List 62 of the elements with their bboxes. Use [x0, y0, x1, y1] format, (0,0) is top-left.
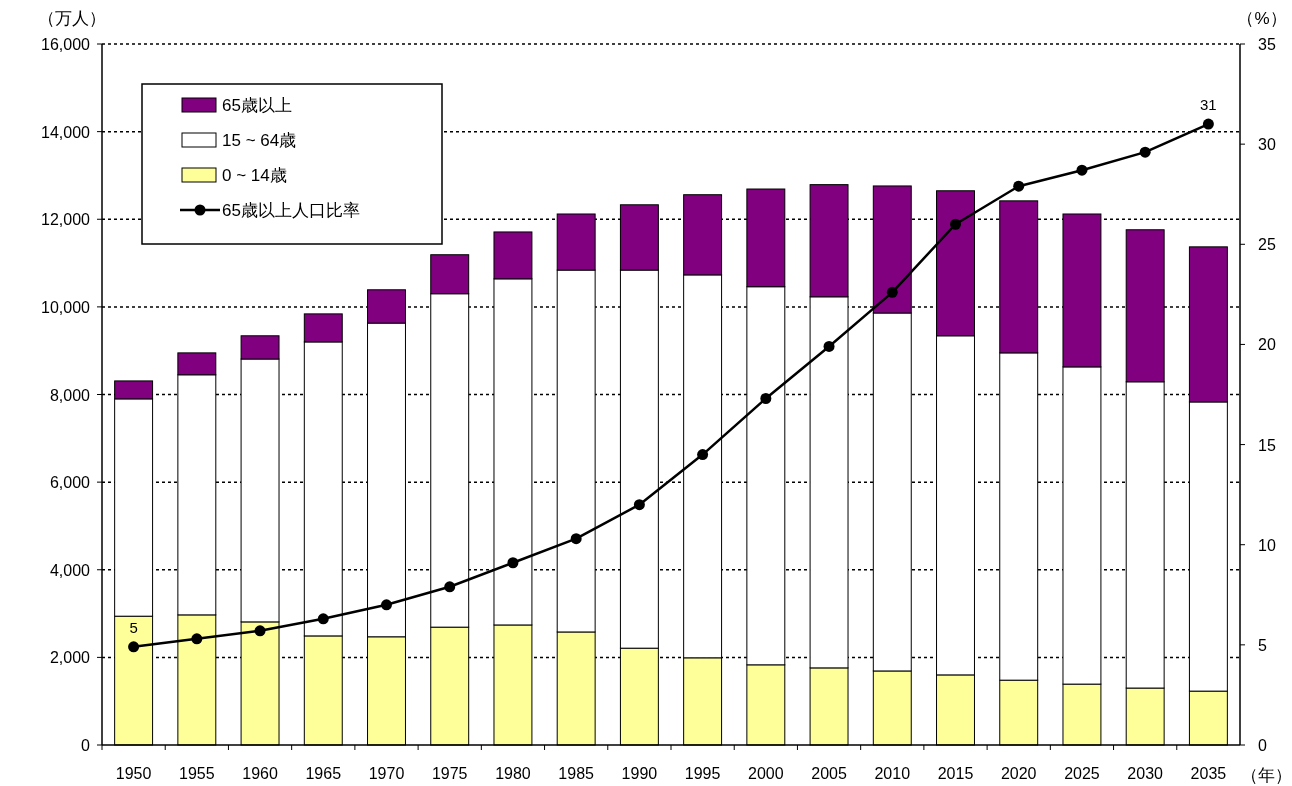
x-tick-label: 2005: [811, 765, 847, 782]
point: [1076, 164, 1088, 176]
y-tick-label: 2,000: [49, 649, 91, 667]
y2-tick-label: 5: [1258, 636, 1267, 654]
y2-tick-label: 30: [1258, 136, 1276, 154]
point: [444, 581, 456, 593]
y-tick-label: 4,000: [49, 561, 91, 579]
y-tick-label: 8,000: [49, 386, 91, 404]
x-tick-label: 2020: [1000, 765, 1037, 782]
x-tick-label: 1970: [368, 765, 405, 782]
y-axis-title: （万人）: [38, 9, 106, 28]
x-tick-label: 1965: [305, 765, 342, 782]
y-tick-label: 0: [81, 737, 91, 754]
point: [1013, 180, 1025, 192]
point: [697, 449, 709, 461]
y2-tick-label: 35: [1258, 36, 1276, 53]
x-tick-label: 2025: [1064, 765, 1100, 782]
x-tick-label: 2000: [748, 765, 784, 782]
legend-label: 0 ~ 14歳: [222, 166, 287, 185]
legend-label: 65歳以上: [222, 96, 292, 115]
y-tick-label: 14,000: [41, 123, 91, 141]
y-tick-label: 16,000: [41, 36, 91, 53]
x-tick-label: 1955: [179, 765, 215, 782]
point: [254, 625, 266, 637]
point: [128, 641, 140, 653]
point: [507, 557, 519, 569]
y2-tick-label: 20: [1258, 336, 1276, 354]
y-tick-label: 10,000: [41, 298, 91, 316]
point: [381, 599, 392, 611]
data-label: 31: [1200, 96, 1217, 114]
point: [570, 533, 582, 545]
x-tick-label: 1985: [558, 765, 595, 782]
y2-tick-label: 10: [1258, 536, 1276, 554]
point: [1202, 118, 1214, 130]
point: [191, 633, 203, 645]
point: [1139, 146, 1151, 158]
y2-tick-label: 0: [1258, 737, 1267, 754]
x-tick-label: 1950: [115, 765, 152, 782]
x-tick-label: 2030: [1127, 765, 1164, 782]
x-tick-label: 1960: [242, 765, 278, 782]
y-tick-label: 12,000: [41, 211, 91, 229]
y-tick-label: 6,000: [49, 474, 91, 492]
x-tick-label: 2035: [1190, 765, 1227, 782]
x-tick-label: 1980: [495, 765, 531, 782]
point: [317, 613, 329, 625]
data-label: 5: [129, 618, 138, 636]
x-tick-label: 1990: [621, 765, 658, 782]
y2-tick-label: 25: [1258, 236, 1276, 254]
x-tick-label: 2015: [937, 765, 974, 782]
legend-label: 15 ~ 64歳: [222, 131, 297, 150]
point: [823, 340, 835, 352]
point: [633, 499, 645, 511]
legend-label: 65歳以上人口比率: [222, 201, 360, 220]
x-tick-label: 2010: [874, 765, 911, 782]
y2-tick-label: 15: [1258, 436, 1276, 454]
y2-axis-title: （%）: [1237, 9, 1287, 28]
point: [950, 218, 961, 230]
point: [760, 393, 772, 405]
point: [886, 286, 898, 298]
x-tick-label: 1975: [431, 765, 468, 782]
x-axis-title: （年）: [1240, 766, 1292, 785]
x-tick-label: 1995: [684, 765, 721, 782]
